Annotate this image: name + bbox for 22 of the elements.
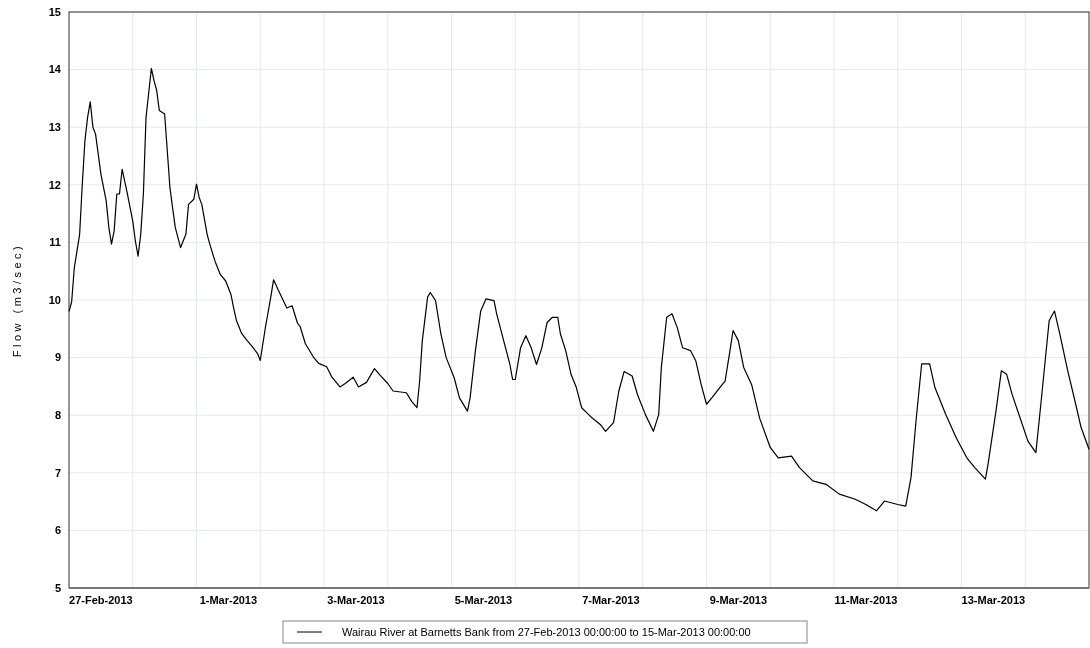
- x-tick-label: 27-Feb-2013: [69, 594, 133, 606]
- x-tick-label: 13-Mar-2013: [961, 594, 1026, 606]
- x-tick-label: 11-Mar-2013: [834, 594, 898, 606]
- y-tick-label: 10: [48, 293, 61, 306]
- y-tick-label: 15: [48, 5, 61, 18]
- y-tick-label: 12: [48, 178, 61, 191]
- x-tick-label: 1-Mar-2013: [199, 594, 258, 606]
- line-series: [68, 67, 1090, 512]
- y-axis-title: Flow (m3/sec): [11, 242, 23, 358]
- y-tick-label: 9: [54, 351, 61, 364]
- y-tick-label: 14: [48, 63, 62, 76]
- y-tick-label: 6: [54, 524, 61, 537]
- x-tick-label: 3-Mar-2013: [327, 594, 385, 606]
- x-tick-label: 9-Mar-2013: [709, 594, 768, 606]
- y-tick-label: 8: [54, 409, 61, 422]
- y-tick-label: 13: [48, 121, 61, 134]
- x-tick-label: 7-Mar-2013: [582, 594, 640, 606]
- y-tick-label: 5: [54, 581, 61, 594]
- y-tick-label: 7: [54, 466, 61, 479]
- y-tick-label: 11: [49, 236, 61, 249]
- x-tick-label: 5-Mar-2013: [454, 594, 513, 606]
- legend-label: Wairau River at Barnetts Bank from 27-Feb-2013 00:00:00 to 15-Mar-2013 00:00:00: [342, 625, 751, 638]
